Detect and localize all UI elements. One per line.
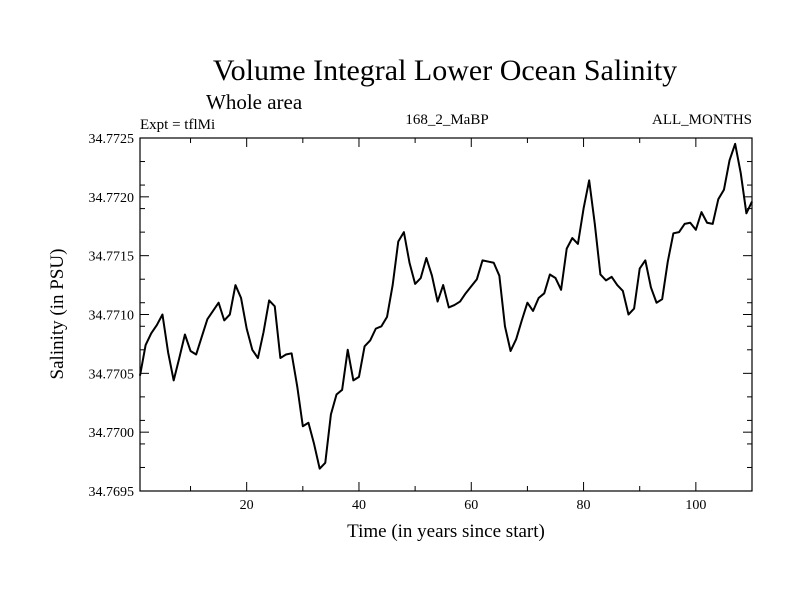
y-axis-tick-labels: 34.7695 34.7700 34.7705 34.7710 34.7715 34.77…: [89, 132, 135, 500]
y-axis-label: Salinity (in PSU): [47, 249, 68, 380]
series-line-salinity: [139, 142, 753, 470]
chart-title: Volume Integral Lower Ocean Salinity: [213, 54, 677, 87]
plot-frame: [139, 137, 753, 492]
x-tick-label: 20: [240, 498, 254, 513]
x-axis-label: Time (in years since start): [347, 521, 545, 542]
x-axis-tick-labels: 20 40 60 80 100: [240, 498, 707, 513]
x-tick-label: 100: [685, 498, 706, 513]
run-label: 168_2_MaBP: [405, 112, 488, 128]
y-tick-label: 34.7725: [89, 132, 135, 147]
x-tick-label: 60: [464, 498, 478, 513]
y-tick-label: 34.7695: [89, 485, 135, 500]
y-tick-label: 34.7700: [89, 426, 135, 441]
y-tick-label: 34.7705: [89, 367, 135, 382]
y-axis-ticks: [140, 137, 752, 492]
y-tick-label: 34.7715: [89, 250, 135, 265]
experiment-label: Expt = tflMi: [140, 117, 215, 133]
y-tick-label: 34.7720: [89, 191, 135, 206]
x-tick-label: 40: [352, 498, 366, 513]
y-tick-label: 34.7710: [89, 309, 135, 324]
chart-subtitle: Whole area: [206, 90, 303, 114]
months-label: ALL_MONTHS: [652, 112, 752, 128]
x-tick-label: 80: [577, 498, 591, 513]
